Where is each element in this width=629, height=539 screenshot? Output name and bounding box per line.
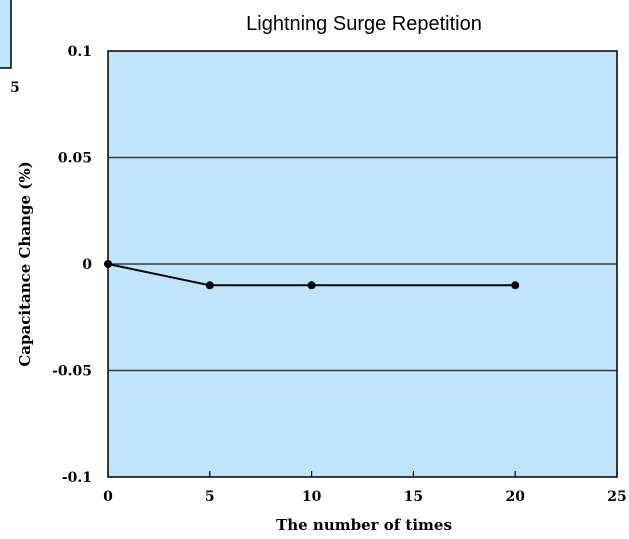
x-tick-label: 20 — [505, 489, 525, 505]
y-tick-label: 0 — [82, 257, 92, 273]
x-tick-label: 5 — [205, 489, 215, 505]
y-tick-label: 0.1 — [68, 44, 92, 60]
y-axis: 0.1 0.05 0 -0.05 -0.1 — [52, 44, 92, 486]
x-tick-label: 15 — [404, 489, 423, 505]
x-tick-label: 10 — [302, 489, 322, 505]
chart-title: Lightning Surge Repetition — [246, 13, 482, 35]
y-tick-label: 0.05 — [58, 151, 92, 167]
x-tick-label: 0 — [103, 489, 113, 505]
x-axis: 0 5 10 15 20 25 — [103, 471, 627, 505]
data-point — [104, 260, 112, 268]
series-line — [107, 263, 516, 287]
data-point — [205, 281, 214, 290]
x-axis-label: The number of times — [276, 516, 452, 534]
y-tick-label: -0.1 — [62, 470, 92, 486]
partial-chart-tick-label: 5 — [10, 80, 20, 96]
y-axis-label: Capacitance Change (%) — [16, 161, 34, 366]
series — [104, 260, 520, 290]
data-point — [307, 281, 316, 290]
data-point — [511, 281, 520, 290]
x-tick-label: 25 — [607, 489, 626, 505]
partial-chart-plot-area — [0, 0, 12, 69]
gridlines — [108, 156, 617, 372]
y-tick-label: -0.05 — [52, 364, 92, 380]
